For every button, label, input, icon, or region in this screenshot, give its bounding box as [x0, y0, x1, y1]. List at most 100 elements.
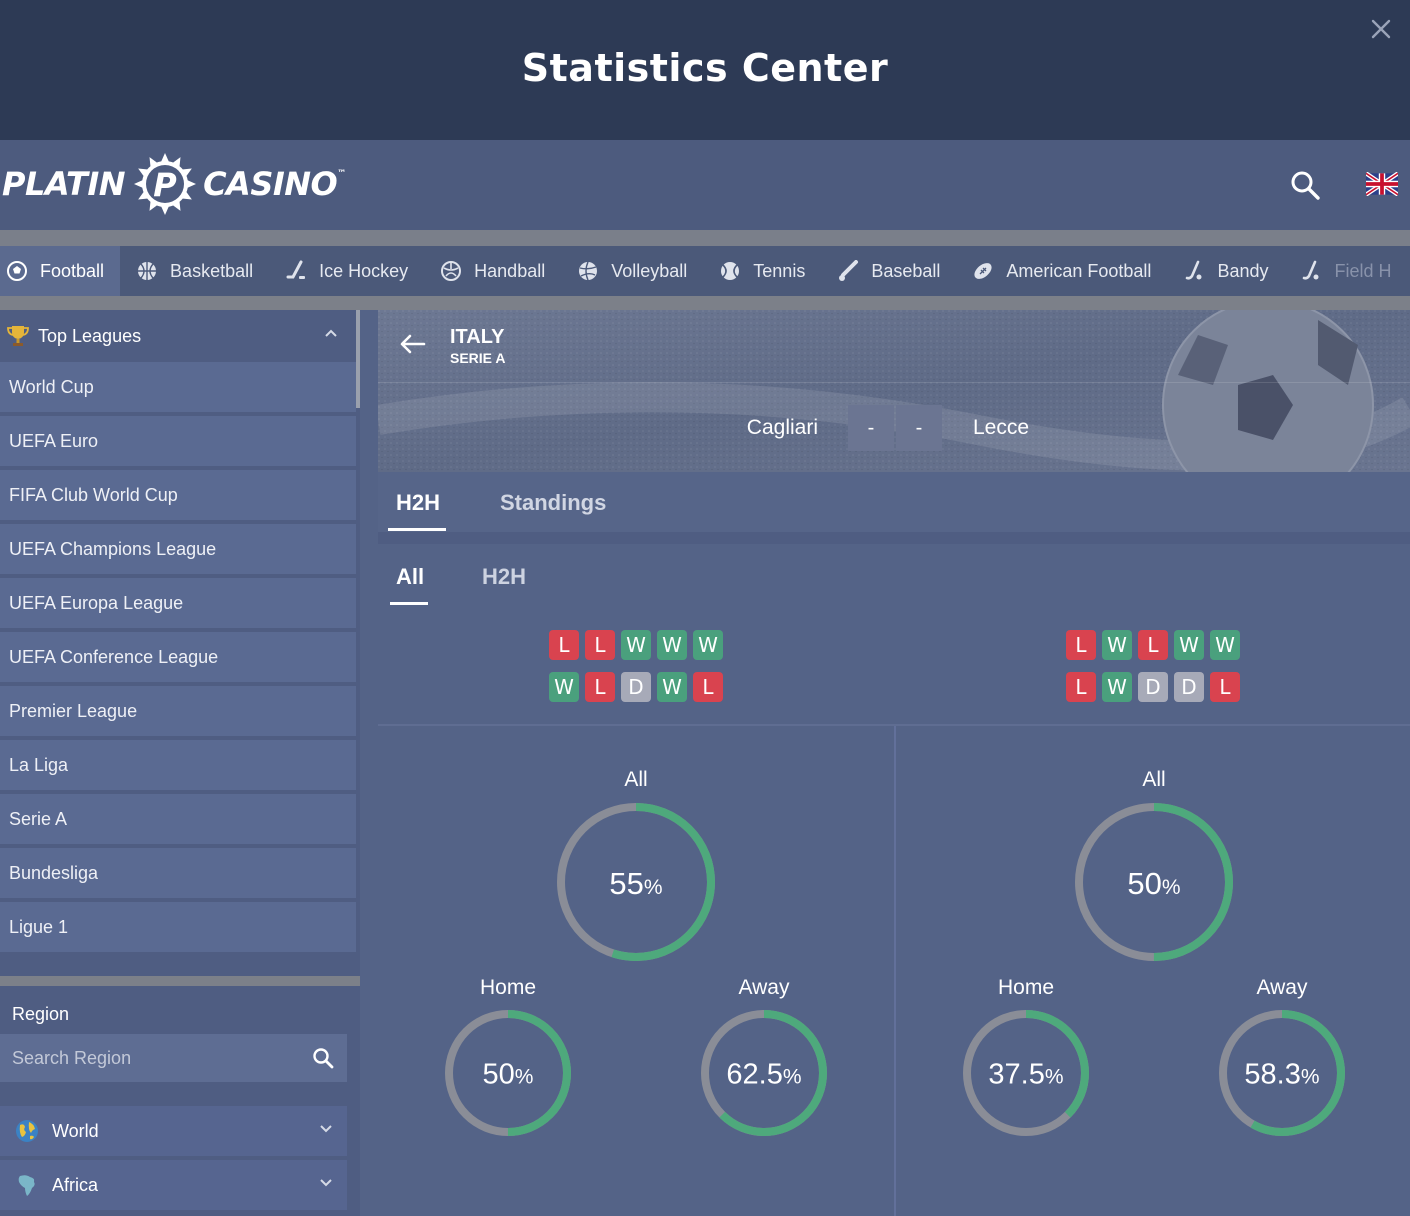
region-label: Africa [52, 1174, 99, 1195]
league-item[interactable]: UEFA Euro [0, 416, 356, 470]
separator [0, 230, 1410, 246]
separator [0, 296, 1410, 310]
league-item[interactable]: UEFA Champions League [0, 524, 356, 578]
overall-label: All [1142, 768, 1166, 791]
tab-baseball[interactable]: Baseball [821, 246, 956, 296]
close-icon[interactable] [1366, 14, 1396, 44]
form-result-badge: L [585, 672, 615, 702]
region-item-world[interactable]: World [0, 1106, 347, 1156]
tab-h2h[interactable]: H2H [396, 490, 441, 515]
league-item[interactable]: La Liga [0, 740, 356, 794]
baseball-icon [837, 260, 859, 282]
uk-flag-icon[interactable] [1366, 172, 1398, 196]
subtab-h2h[interactable]: H2H [482, 564, 527, 589]
tab-handball[interactable]: Handball [424, 246, 561, 296]
football-icon [6, 260, 28, 282]
league-list: World Cup UEFA Euro FIFA Club World Cup UEF… [0, 362, 360, 956]
search-icon[interactable] [311, 1046, 335, 1070]
away-percentage-value: 58.3% [1244, 1059, 1319, 1092]
top-leagues-label: Top Leagues [38, 325, 142, 346]
league-item[interactable]: UEFA Conference League [0, 632, 356, 686]
donut-arc [963, 1010, 1089, 1136]
tab-basketball[interactable]: Basketball [120, 246, 269, 296]
chevron-down-icon[interactable] [319, 1124, 333, 1134]
tennis-ball-icon [719, 260, 741, 282]
away-donut-chart [701, 1010, 827, 1136]
tab-label: Football [40, 260, 105, 281]
league-item[interactable]: FIFA Club World Cup [0, 470, 356, 524]
form-result-badge: L [1066, 630, 1096, 660]
region-panel: Region World Africa [0, 986, 360, 1216]
percentage-number: 62.5 [726, 1058, 783, 1091]
home-team-name: Cagliari [746, 416, 818, 439]
tab-standings[interactable]: Standings [500, 490, 607, 515]
league-item[interactable]: World Cup [0, 362, 356, 416]
region-item-africa[interactable]: Africa [0, 1160, 347, 1210]
overall-percentage-value: 50% [1127, 866, 1180, 902]
league-item[interactable]: Premier League [0, 686, 356, 740]
league-item[interactable]: Serie A [0, 794, 356, 848]
tab-label: Field H [1334, 260, 1392, 281]
brand-logo[interactable]: PLATIN [2, 148, 346, 220]
brand-word-left: PLATIN [2, 165, 126, 203]
league-item[interactable]: Bundesliga [0, 848, 356, 902]
volleyball-icon [577, 260, 599, 282]
globe-icon [16, 1120, 38, 1142]
overall-percentage-value: 55% [609, 866, 662, 902]
percent-sign: % [782, 1065, 802, 1089]
tab-label: Baseball [871, 260, 941, 281]
top-leagues-header[interactable]: Top Leagues [0, 310, 360, 362]
subtab-all[interactable]: All [396, 564, 425, 589]
donut-arc [445, 1010, 571, 1136]
league-item[interactable]: Ligue 1 [0, 902, 356, 956]
league-item[interactable]: UEFA Europa League [0, 578, 356, 632]
form-result-badge: D [1138, 672, 1168, 702]
tab-american-football[interactable]: American Football [956, 246, 1167, 296]
handball-icon [440, 260, 462, 282]
form-result-badge: W [657, 630, 687, 660]
basketball-icon [136, 260, 158, 282]
tab-label: Ice Hockey [319, 260, 409, 281]
home-label: Home [997, 976, 1055, 999]
tab-field-hockey[interactable]: Field H [1284, 246, 1407, 296]
field-hockey-icon [1300, 260, 1322, 282]
africa-map-icon [18, 1175, 35, 1196]
brand-mark: P [153, 166, 177, 204]
tab-bandy[interactable]: Bandy [1167, 246, 1284, 296]
tab-tennis[interactable]: Tennis [703, 246, 821, 296]
match-league: SERIE A [450, 350, 506, 366]
form-result-badge: W [657, 672, 687, 702]
away-team-name: Lecce [973, 416, 1030, 439]
region-search-input[interactable] [12, 1047, 302, 1069]
tab-football[interactable]: Football [0, 246, 121, 296]
donut-arc [1075, 803, 1233, 961]
home-label: Home [479, 976, 537, 999]
back-arrow-icon[interactable] [398, 332, 428, 356]
chevron-down-icon[interactable] [319, 1178, 333, 1188]
search-icon[interactable] [1288, 168, 1322, 202]
home-team-stats: All 55% Home 50% Away 62.5% [378, 726, 894, 1216]
away-donut-chart [1219, 1010, 1345, 1136]
hockey-stick-icon [285, 260, 307, 282]
chevron-up-icon[interactable] [324, 328, 338, 338]
form-result-badge: W [621, 630, 651, 660]
overall-label: All [624, 768, 648, 791]
percentage-number: 55 [609, 866, 644, 901]
away-label: Away [1256, 976, 1308, 999]
form-result-badge: W [1102, 630, 1132, 660]
tab-volleyball[interactable]: Volleyball [561, 246, 703, 296]
column-divider [894, 726, 896, 1216]
form-result-badge: W [693, 630, 723, 660]
percentage-number: 58.3 [1244, 1058, 1301, 1091]
divider [378, 382, 1410, 383]
trophy-icon [7, 326, 29, 346]
main-panel: ITALY SERIE A Cagliari - - Lecce H2H Sta… [378, 310, 1410, 1216]
sidebar-scrollbar[interactable] [356, 310, 360, 408]
overall-donut-chart [1075, 803, 1233, 961]
tab-label: Bandy [1217, 260, 1269, 281]
tab-ice-hockey[interactable]: Ice Hockey [269, 246, 424, 296]
percent-sign: % [1044, 1065, 1064, 1089]
